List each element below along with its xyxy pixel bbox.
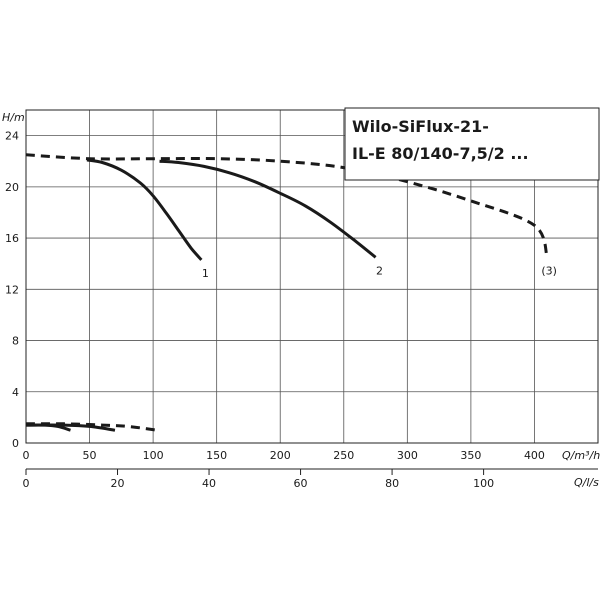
y-tick-label: 12	[5, 283, 19, 296]
x2-tick-label: 80	[385, 477, 399, 490]
y-tick-label: 8	[12, 335, 19, 348]
x-tick-label: 250	[333, 449, 354, 462]
x-axis-label: Q/m³/h	[562, 449, 600, 462]
x-tick-label: 400	[524, 449, 545, 462]
x2-tick-label: 60	[294, 477, 308, 490]
curve-1	[86, 158, 203, 261]
chart-title-line-2: IL-E 80/140-7,5/2 ...	[352, 144, 529, 163]
title-box	[344, 107, 600, 181]
x-tick-label: 200	[270, 449, 291, 462]
x2-tick-label: 100	[473, 477, 494, 490]
chart-title-line-1: Wilo-SiFlux-21-	[352, 117, 489, 136]
plot-frame	[25, 109, 599, 444]
curve-label: (3)	[541, 264, 557, 277]
x-tick-label: 300	[397, 449, 418, 462]
curve-label: 1	[202, 267, 209, 280]
x2-tick-label: 40	[202, 477, 216, 490]
x-tick-label: 50	[83, 449, 97, 462]
x2-tick-label: 0	[23, 477, 30, 490]
axes	[25, 109, 599, 475]
y-tick-label: 4	[12, 386, 19, 399]
x-tick-label: 0	[23, 449, 30, 462]
x-tick-label: 150	[206, 449, 227, 462]
x-tick-label: 350	[460, 449, 481, 462]
y-tick-label: 20	[5, 181, 19, 194]
curve-label: 2	[376, 264, 383, 277]
y-tick-label: 16	[5, 232, 19, 245]
y-tick-label: 24	[5, 130, 19, 143]
x-tick-label: 100	[143, 449, 164, 462]
curve-2	[159, 159, 377, 259]
x2-tick-label: 20	[111, 477, 125, 490]
curves	[25, 153, 549, 432]
x2-axis-label: Q/l/s	[574, 476, 599, 489]
curve-3	[25, 153, 549, 258]
y-tick-label: 0	[12, 437, 19, 450]
curve-low-5	[25, 422, 158, 432]
y-axis-label: H/m	[2, 111, 25, 124]
